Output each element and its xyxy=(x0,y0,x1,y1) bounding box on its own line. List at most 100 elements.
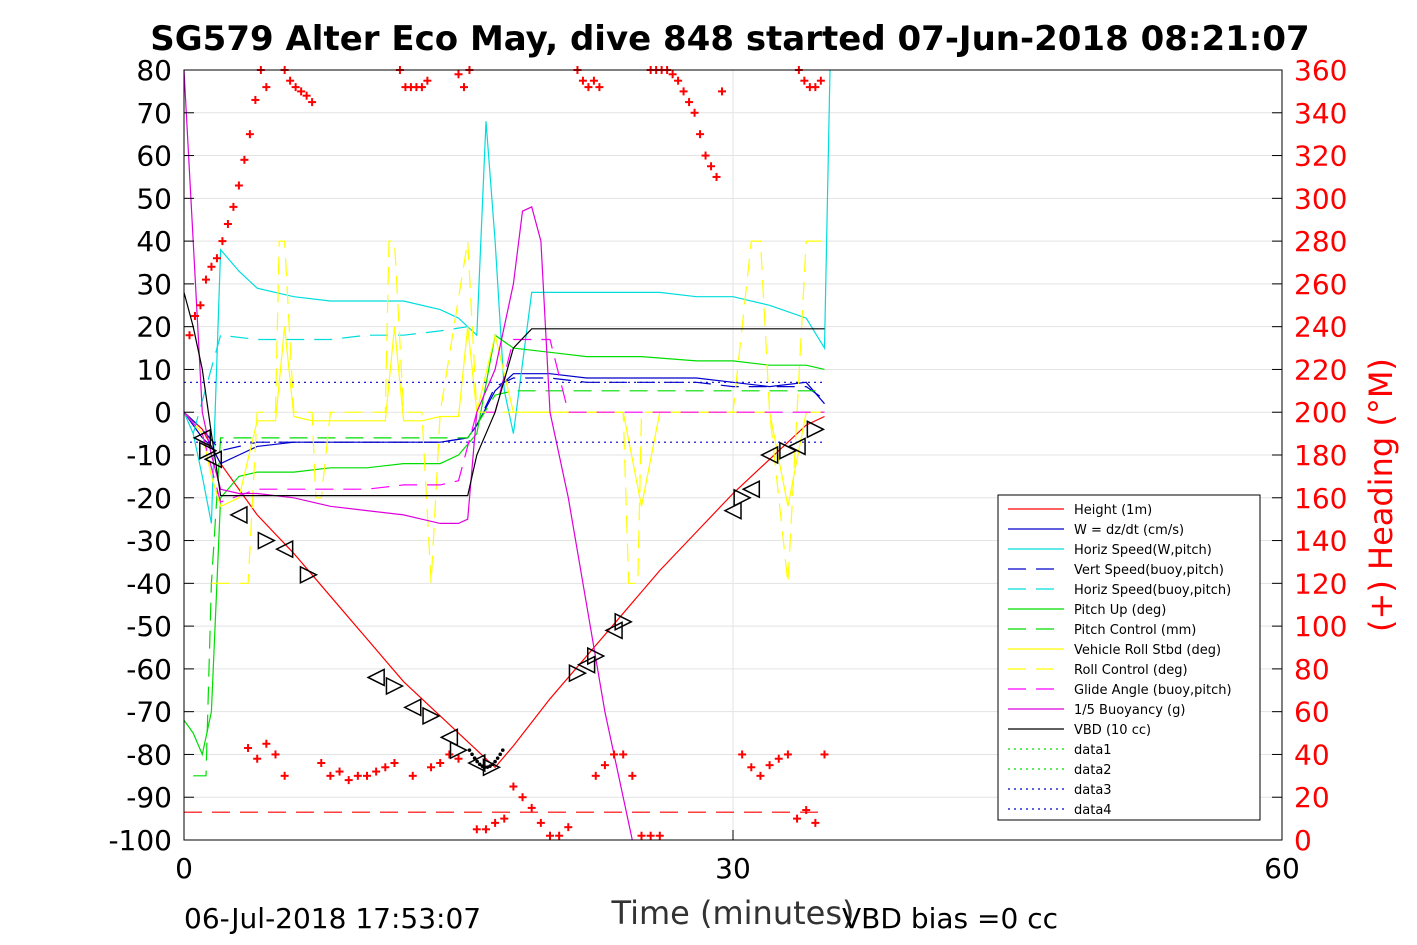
heading-point xyxy=(218,237,227,246)
series-line xyxy=(183,377,825,452)
heading-point xyxy=(500,814,509,823)
heading-point xyxy=(800,76,809,85)
heading-point xyxy=(690,108,699,117)
heading-point xyxy=(185,331,194,340)
heading-point xyxy=(679,87,688,96)
triangle-marker xyxy=(257,531,277,550)
heading-point xyxy=(427,763,436,772)
legend-label: Height (1m) xyxy=(1074,503,1152,518)
heading-point xyxy=(326,771,335,780)
tick-label-left: -20 xyxy=(126,482,172,515)
triangle-marker xyxy=(604,621,623,640)
tick-label-left: 70 xyxy=(136,97,172,130)
heading-point xyxy=(317,759,326,767)
triangle-marker xyxy=(723,501,742,520)
heading-point xyxy=(417,83,426,92)
triangle-marker xyxy=(229,505,248,525)
heading-point xyxy=(262,739,271,748)
heading-point xyxy=(811,83,820,92)
series-line xyxy=(192,326,468,434)
tick-label-left: -100 xyxy=(108,824,172,857)
heading-point xyxy=(363,771,371,780)
heading-point xyxy=(747,763,756,772)
heading-point xyxy=(454,754,463,763)
heading-point xyxy=(793,814,802,823)
heading-point xyxy=(802,806,811,815)
heading-point xyxy=(685,98,694,107)
tick-label-right: 200 xyxy=(1294,396,1347,429)
heading-point xyxy=(297,87,306,96)
heading-point xyxy=(646,831,655,840)
heading-point xyxy=(445,750,454,759)
tick-label-right: 180 xyxy=(1294,439,1347,472)
legend-label: Pitch Control (mm) xyxy=(1074,623,1196,638)
triangle-marker xyxy=(439,728,459,747)
bottom-dot xyxy=(477,762,482,767)
heading-point xyxy=(584,83,593,92)
heading-point xyxy=(196,301,205,310)
heading-point xyxy=(738,750,747,759)
heading-point xyxy=(765,761,774,770)
legend-label: Pitch Up (deg) xyxy=(1074,603,1166,618)
tick-label-right: 40 xyxy=(1294,738,1330,771)
tick-label-right: 0 xyxy=(1294,824,1312,857)
heading-point xyxy=(707,162,716,171)
bottom-dot xyxy=(475,759,479,764)
heading-point xyxy=(223,220,232,228)
triangle-marker xyxy=(299,565,319,584)
triangle-marker xyxy=(587,646,606,666)
heading-point xyxy=(701,151,710,160)
legend-label: Horiz Speed(buoy,pitch) xyxy=(1074,583,1231,598)
heading-point xyxy=(783,750,792,759)
heading-point xyxy=(454,70,463,79)
heading-point xyxy=(591,771,600,780)
chart-title: SG579 Alter Eco May, dive 848 started 07… xyxy=(150,19,1309,59)
heading-point xyxy=(811,818,820,827)
heading-point xyxy=(291,83,300,92)
heading-point xyxy=(628,771,637,780)
bottom-dot xyxy=(500,748,505,752)
heading-point xyxy=(244,744,253,753)
heading-point xyxy=(555,831,564,840)
tick-label-right: 260 xyxy=(1294,268,1347,301)
tick-label-right: 300 xyxy=(1294,182,1347,215)
bottom-dot xyxy=(467,748,472,752)
series-line xyxy=(183,411,825,769)
heading-point xyxy=(335,767,344,776)
tick-label-left: 30 xyxy=(136,268,172,301)
triangle-marker xyxy=(467,753,486,773)
tick-label-right: 100 xyxy=(1294,610,1347,643)
legend-label: data4 xyxy=(1074,803,1112,818)
heading-point xyxy=(509,782,518,791)
heading-point xyxy=(774,754,783,763)
heading-point xyxy=(536,818,545,827)
heading-point xyxy=(637,831,646,840)
tick-label-right: 220 xyxy=(1294,353,1347,386)
heading-point xyxy=(212,254,221,263)
legend-label: data2 xyxy=(1074,763,1112,778)
triangle-marker xyxy=(203,450,223,469)
heading-point xyxy=(564,823,573,832)
triangle-marker xyxy=(741,480,761,499)
tick-label-left: -60 xyxy=(126,653,172,686)
triangle-marker xyxy=(733,488,752,507)
tick-label-left: -90 xyxy=(126,781,172,814)
heading-point xyxy=(610,750,619,759)
footer-timestamp: 06-Jul-2018 17:53:07 xyxy=(184,902,481,935)
heading-point xyxy=(518,793,527,802)
bottom-dot xyxy=(495,756,500,760)
heading-point xyxy=(459,83,468,92)
tick-label-left: 40 xyxy=(136,225,172,258)
heading-point xyxy=(372,767,381,776)
heading-point xyxy=(390,759,399,767)
heading-point xyxy=(280,771,289,780)
x-axis: 0 30 60 xyxy=(175,830,1300,885)
legend-label: VBD (10 cc) xyxy=(1074,723,1151,738)
legend-label: data3 xyxy=(1074,783,1112,798)
heading-point xyxy=(262,83,271,92)
triangle-marker xyxy=(385,676,405,696)
tick-label-right: 240 xyxy=(1294,311,1347,344)
series-line xyxy=(193,390,825,777)
legend-label: Roll Control (deg) xyxy=(1074,663,1188,678)
